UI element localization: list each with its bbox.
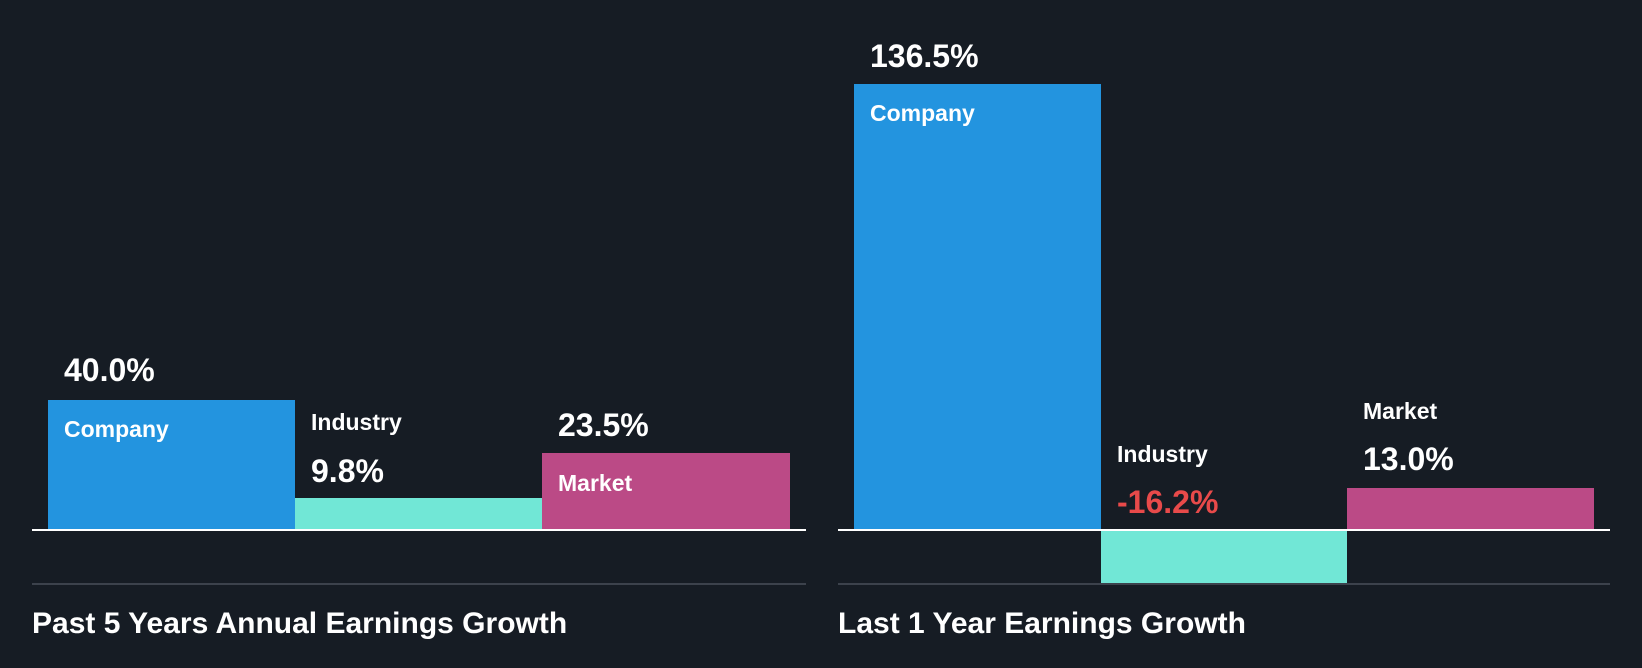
company-value: 40.0% bbox=[64, 352, 155, 388]
chart-title: Past 5 Years Annual Earnings Growth bbox=[32, 607, 568, 640]
company-label: Company bbox=[870, 100, 975, 126]
chart-title: Last 1 Year Earnings Growth bbox=[838, 607, 1246, 640]
company-value: 136.5% bbox=[870, 38, 979, 74]
industry-value: 9.8% bbox=[311, 453, 384, 489]
market-value: 13.0% bbox=[1363, 441, 1454, 477]
industry-label: Industry bbox=[311, 409, 402, 435]
market-label: Market bbox=[558, 470, 633, 496]
industry-value: -16.2% bbox=[1117, 484, 1219, 520]
market-label: Market bbox=[1363, 398, 1438, 424]
divider-line bbox=[32, 583, 806, 585]
divider-line bbox=[838, 583, 1610, 585]
bar-industry bbox=[1101, 530, 1347, 584]
zero-axis-line bbox=[32, 529, 806, 531]
bar-market bbox=[542, 453, 790, 530]
bar-company bbox=[48, 400, 295, 530]
company-label: Company bbox=[64, 416, 169, 442]
bar-industry bbox=[295, 498, 542, 530]
zero-axis-line bbox=[838, 529, 1610, 531]
industry-label: Industry bbox=[1117, 441, 1208, 467]
market-value: 23.5% bbox=[558, 407, 649, 443]
bar-company bbox=[854, 84, 1101, 530]
bar-market bbox=[1347, 488, 1594, 530]
